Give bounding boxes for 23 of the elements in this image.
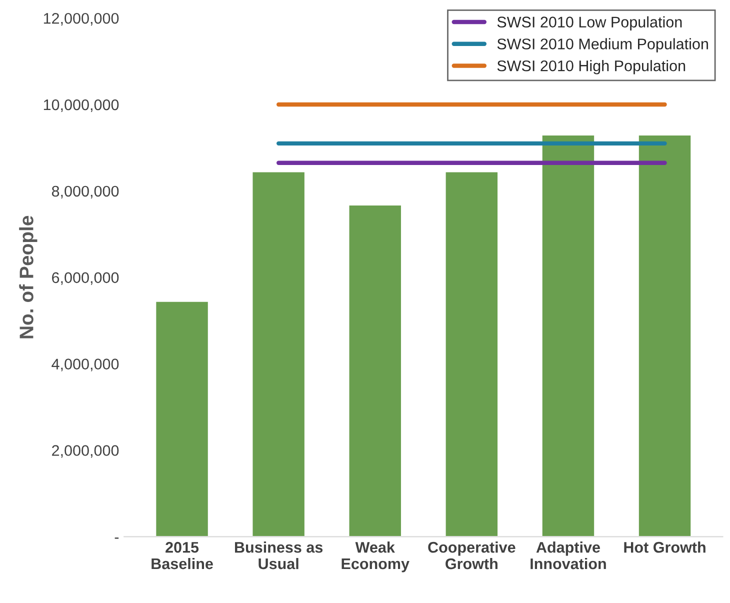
y-tick-label: 12,000,000 [44,12,119,26]
y-tick-label: - [114,538,119,539]
bar [251,170,306,537]
x-tick-label: Weak Economy [342,542,410,572]
x-tick-label: Adaptive Innovation [530,542,606,570]
bar [348,204,402,537]
y-tick-label: 6,000,000 [52,272,119,285]
legend-label: SWSI 2010 Low Population [497,16,682,31]
x-tick-label: Hot Growth [624,542,706,553]
x-tick-label: Cooperative Growth [428,542,516,570]
y-tick-label: 10,000,000 [44,99,119,112]
y-tick-label: 2,000,000 [52,445,119,458]
y-axis-title: No. of People [19,216,38,338]
bar [540,134,596,537]
bar [154,300,210,537]
y-tick-label: 8,000,000 [52,186,119,198]
x-tick-label: 2015 Baseline [152,542,213,570]
y-tick-label: 4,000,000 [52,358,119,372]
bar [638,134,692,537]
legend-label: SWSI 2010 High Population [497,60,686,74]
x-tick-label: Business as Usual [235,542,323,570]
bar [444,170,499,537]
legend-label: SWSI 2010 Medium Population [497,38,708,52]
